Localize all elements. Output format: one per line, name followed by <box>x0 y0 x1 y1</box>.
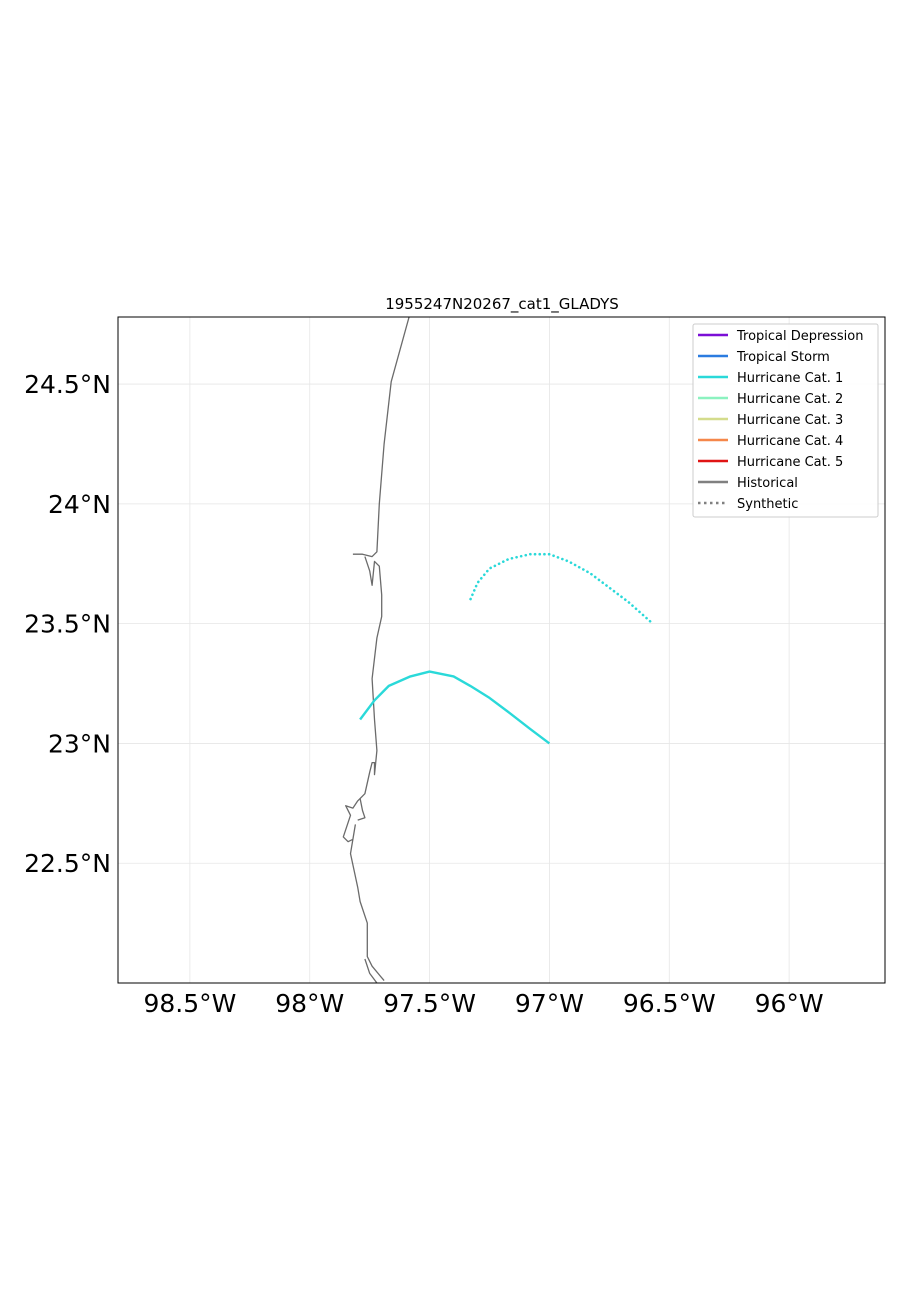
x-tick-label: 98.5°W <box>143 989 236 1018</box>
storm-tracks <box>359 552 652 745</box>
x-tick-label: 97°W <box>515 989 584 1018</box>
legend-label: Hurricane Cat. 5 <box>737 455 843 470</box>
plot-frame <box>117 316 886 984</box>
coastline-segment <box>357 798 366 821</box>
legend-label: Synthetic <box>737 497 798 512</box>
x-tick-label: 96°W <box>755 989 824 1018</box>
legend-label: Hurricane Cat. 2 <box>737 392 843 407</box>
x-axis-ticks: 98.5°W 98°W 97.5°W 97°W 96.5°W 96°W <box>143 989 823 1018</box>
y-axis-ticks: 24.5°N 24°N 23.5°N 23°N 22.5°N <box>24 370 111 878</box>
gridlines <box>118 317 885 983</box>
legend-label: Tropical Depression <box>736 329 863 344</box>
coastline <box>342 317 410 983</box>
legend-label: Historical <box>737 476 798 491</box>
y-tick-label: 23.5°N <box>24 610 111 639</box>
y-tick-label: 24°N <box>48 490 111 519</box>
historical-track-line <box>359 670 551 745</box>
legend-label: Hurricane Cat. 4 <box>737 434 843 449</box>
y-tick-label: 23°N <box>48 729 111 758</box>
coastline-segment <box>352 317 410 558</box>
y-tick-label: 24.5°N <box>24 370 111 399</box>
legend-box <box>692 323 879 518</box>
coastline-segment <box>364 958 378 983</box>
x-tick-label: 96.5°W <box>623 989 716 1018</box>
y-tick-label: 22.5°N <box>24 849 111 878</box>
legend-label: Hurricane Cat. 1 <box>737 371 843 386</box>
coastline-segment <box>342 556 385 982</box>
legend: Tropical Depression Tropical Storm Hurrica… <box>692 323 879 518</box>
legend-label: Tropical Storm <box>736 350 830 365</box>
synthetic-track-line <box>468 552 652 623</box>
x-tick-label: 98°W <box>275 989 344 1018</box>
chart-title: 1955247N20267_cat1_GLADYS <box>385 295 619 314</box>
x-tick-label: 97.5°W <box>383 989 476 1018</box>
legend-label: Hurricane Cat. 3 <box>737 413 843 428</box>
